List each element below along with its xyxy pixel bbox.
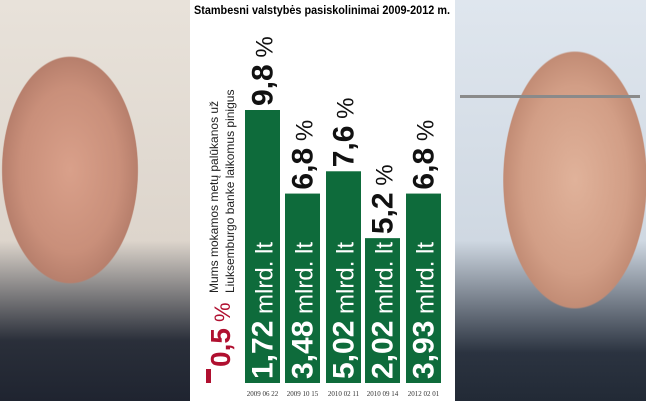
amount-label-part: mlrd. lt [252,242,279,321]
amount-label-part: 5,02 [328,321,361,379]
rate-label-part: 9,8 [247,64,280,106]
amount-label-part: 3,48 [287,321,320,379]
rate-label-part: % [252,36,279,64]
chart-title: Stambesni valstybės pasiskolinimai 2009-… [194,5,450,17]
bar [326,171,361,383]
amount-label: 5,02 mlrd. lt [328,242,361,379]
amount-label-part: mlrd. lt [372,242,399,321]
rate-label-part: 7,6 [328,126,361,168]
date-label: 2009 06 22 [247,390,279,398]
rate-label-part: 6,8 [287,148,320,190]
amount-label-part: mlrd. lt [292,242,319,321]
amount-label-part: 2,02 [367,321,400,379]
reference-rate-label: 0,5 % [205,302,236,367]
bar-chart: Stambesni valstybės pasiskolinimai 2009-… [194,5,450,398]
reference-rate-label-part: 0,5 [205,328,236,367]
amount-label-part: mlrd. lt [333,242,360,321]
rate-label-part: 6,8 [408,148,441,190]
rate-label-part: % [413,120,440,148]
rate-label-part: % [372,164,399,192]
amount-label-part: mlrd. lt [413,242,440,321]
amount-label: 1,72 mlrd. lt [247,242,280,379]
amount-label-part: 3,93 [408,321,441,379]
date-label: 2010 02 11 [328,390,360,398]
right-portrait-photo [455,0,646,401]
bar [365,238,400,383]
rate-label: 9,8 % [247,36,280,106]
reference-text-line1: Mums mokamos metų palūkanos už [207,101,221,293]
bar [406,193,441,383]
rate-label-part: 5,2 [367,192,400,234]
amount-label: 3,48 mlrd. lt [287,242,320,379]
date-label: 2010 09 14 [367,390,399,398]
bar [285,193,320,383]
amount-label-part: 1,72 [247,321,280,379]
reference-bar [206,369,211,383]
bar [245,110,280,383]
reference-text-line2: Liuksemburgo banke laikomus pinigus [223,90,237,293]
reference-rate-label-part: % [210,302,235,328]
reference-text-line1-part: Mums mokamos metų palūkanos už [207,101,221,293]
rate-label: 7,6 % [328,98,361,168]
rate-label: 5,2 % [367,164,400,234]
reference-text-line2-part: Liuksemburgo banke laikomus pinigus [223,90,237,293]
date-label: 2012 02 01 [408,390,440,398]
date-label: 2009 10 15 [287,390,319,398]
rate-label: 6,8 % [408,120,441,190]
rate-label: 6,8 % [287,120,320,190]
glasses [460,95,640,155]
rate-label-part: % [292,120,319,148]
rate-label-part: % [333,98,360,126]
amount-label: 2,02 mlrd. lt [367,242,400,379]
left-portrait-photo [0,0,190,401]
amount-label: 3,93 mlrd. lt [408,242,441,379]
